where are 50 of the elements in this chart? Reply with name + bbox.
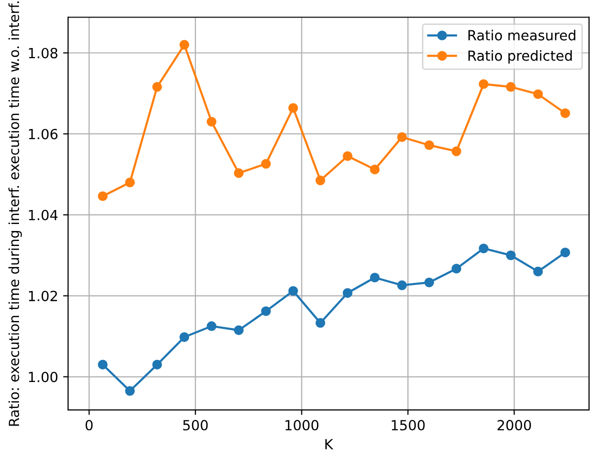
legend-label: Ratio predicted — [468, 50, 572, 64]
point — [424, 140, 434, 150]
point — [288, 286, 298, 296]
point — [261, 158, 271, 169]
x-tick-label: 500 — [183, 420, 208, 430]
point — [370, 272, 380, 282]
legend-label: Ratio measured — [468, 30, 576, 41]
x-tick-label: 2000 — [498, 420, 531, 430]
point — [424, 278, 434, 288]
point — [234, 168, 244, 178]
point — [478, 244, 488, 254]
y-tick-label: 1.02 — [28, 290, 57, 302]
point — [125, 178, 135, 188]
point — [342, 151, 352, 161]
point — [342, 288, 352, 298]
point — [560, 248, 570, 258]
point — [397, 280, 407, 290]
point — [98, 360, 108, 370]
point — [478, 79, 488, 89]
point — [152, 82, 162, 92]
x-tick-label: 1000 — [286, 420, 318, 430]
point — [533, 89, 543, 100]
point — [206, 321, 216, 332]
point — [506, 82, 516, 92]
point — [288, 103, 298, 113]
y-tick-label: 1.08 — [28, 48, 58, 58]
y-axis-title: Ratio: execution time during interf. execution time w.o. interf. — [8, 2, 22, 426]
point — [452, 146, 462, 156]
y-tick-label: 1.06 — [28, 128, 58, 140]
point — [206, 116, 216, 127]
x-tick-label: 1500 — [392, 420, 425, 430]
point — [125, 386, 135, 396]
y-tick-label: 1.04 — [28, 210, 58, 220]
point — [152, 360, 162, 370]
point — [261, 306, 271, 316]
point — [98, 191, 108, 202]
point — [179, 332, 190, 342]
point — [533, 266, 543, 276]
point — [234, 325, 244, 336]
y-tick-label: 1.00 — [28, 372, 58, 382]
x-tick-label: 0 — [86, 420, 93, 430]
point — [179, 40, 190, 50]
point — [316, 318, 326, 328]
point — [452, 264, 462, 274]
point — [506, 250, 516, 260]
point — [316, 176, 326, 186]
x-axis-title: K — [325, 439, 334, 450]
point — [560, 108, 570, 118]
point — [397, 132, 407, 142]
point — [370, 164, 380, 174]
